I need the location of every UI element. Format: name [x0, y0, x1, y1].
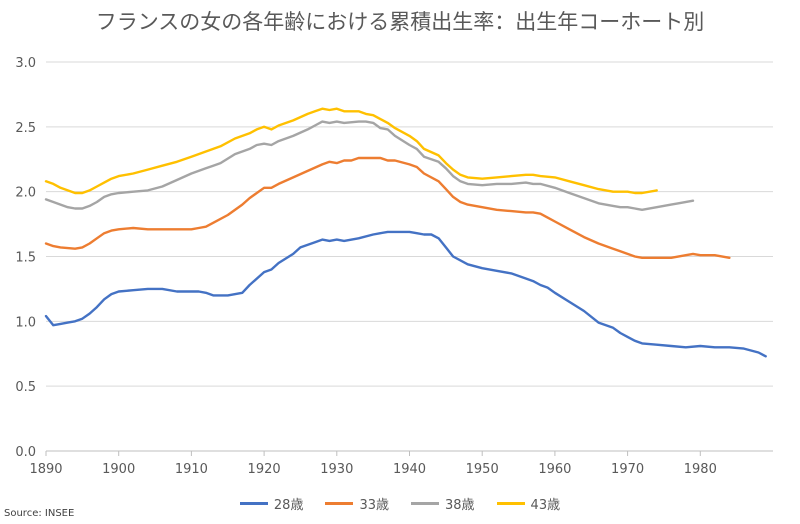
y-tick-label: 0.0: [15, 445, 36, 460]
source-note: Source: INSEE: [4, 508, 75, 519]
series-line-4: [44, 107, 658, 195]
legend-item: 28歳: [239, 494, 304, 513]
legend: 28歳 33歳 38歳 43歳: [0, 494, 800, 513]
x-tick-label: 1970: [611, 462, 644, 477]
legend-label: 33歳: [359, 498, 389, 513]
y-tick-label: 2.0: [15, 186, 36, 201]
gridlines: [46, 61, 773, 452]
x-tick-label: 1980: [684, 462, 717, 477]
series-lines: [44, 107, 767, 358]
x-tick-label: 1940: [393, 462, 426, 477]
series-line-1: [44, 230, 767, 358]
x-tick-label: 1960: [538, 462, 571, 477]
legend-label: 38歳: [445, 498, 475, 513]
x-tick-label: 1920: [248, 462, 281, 477]
legend-label: 43歳: [530, 498, 561, 513]
x-tick-label: 1890: [29, 462, 62, 477]
chart-title: フランスの女の各年齢における累積出生率：出生年コーホート別: [95, 10, 705, 34]
x-tick-label: 1900: [102, 462, 135, 477]
legend-swatch: [239, 502, 268, 505]
series-line-3: [44, 120, 695, 211]
axes: 0.0 0.5 1.0 1.5 2.0 2.5 3.0 1890 1900 1910 1920 193…: [15, 56, 717, 477]
legend-item: 43歳: [496, 494, 561, 513]
legend-swatch: [496, 502, 525, 505]
legend-item: 38歳: [411, 494, 475, 513]
x-tick-label: 1910: [175, 462, 208, 477]
legend-label: 28歳: [273, 498, 304, 513]
x-tick-label: 1950: [466, 462, 499, 477]
legend-item: 33歳: [325, 494, 389, 513]
y-tick-label: 1.0: [15, 315, 36, 330]
series-line-2: [44, 156, 731, 259]
y-tick-label: 2.5: [15, 121, 36, 136]
legend-swatch: [411, 502, 439, 505]
x-tick-label: 1930: [320, 462, 353, 477]
y-tick-label: 3.0: [15, 56, 36, 71]
y-tick-label: 1.5: [15, 251, 36, 266]
legend-swatch: [325, 502, 354, 505]
y-tick-label: 0.5: [15, 380, 36, 395]
